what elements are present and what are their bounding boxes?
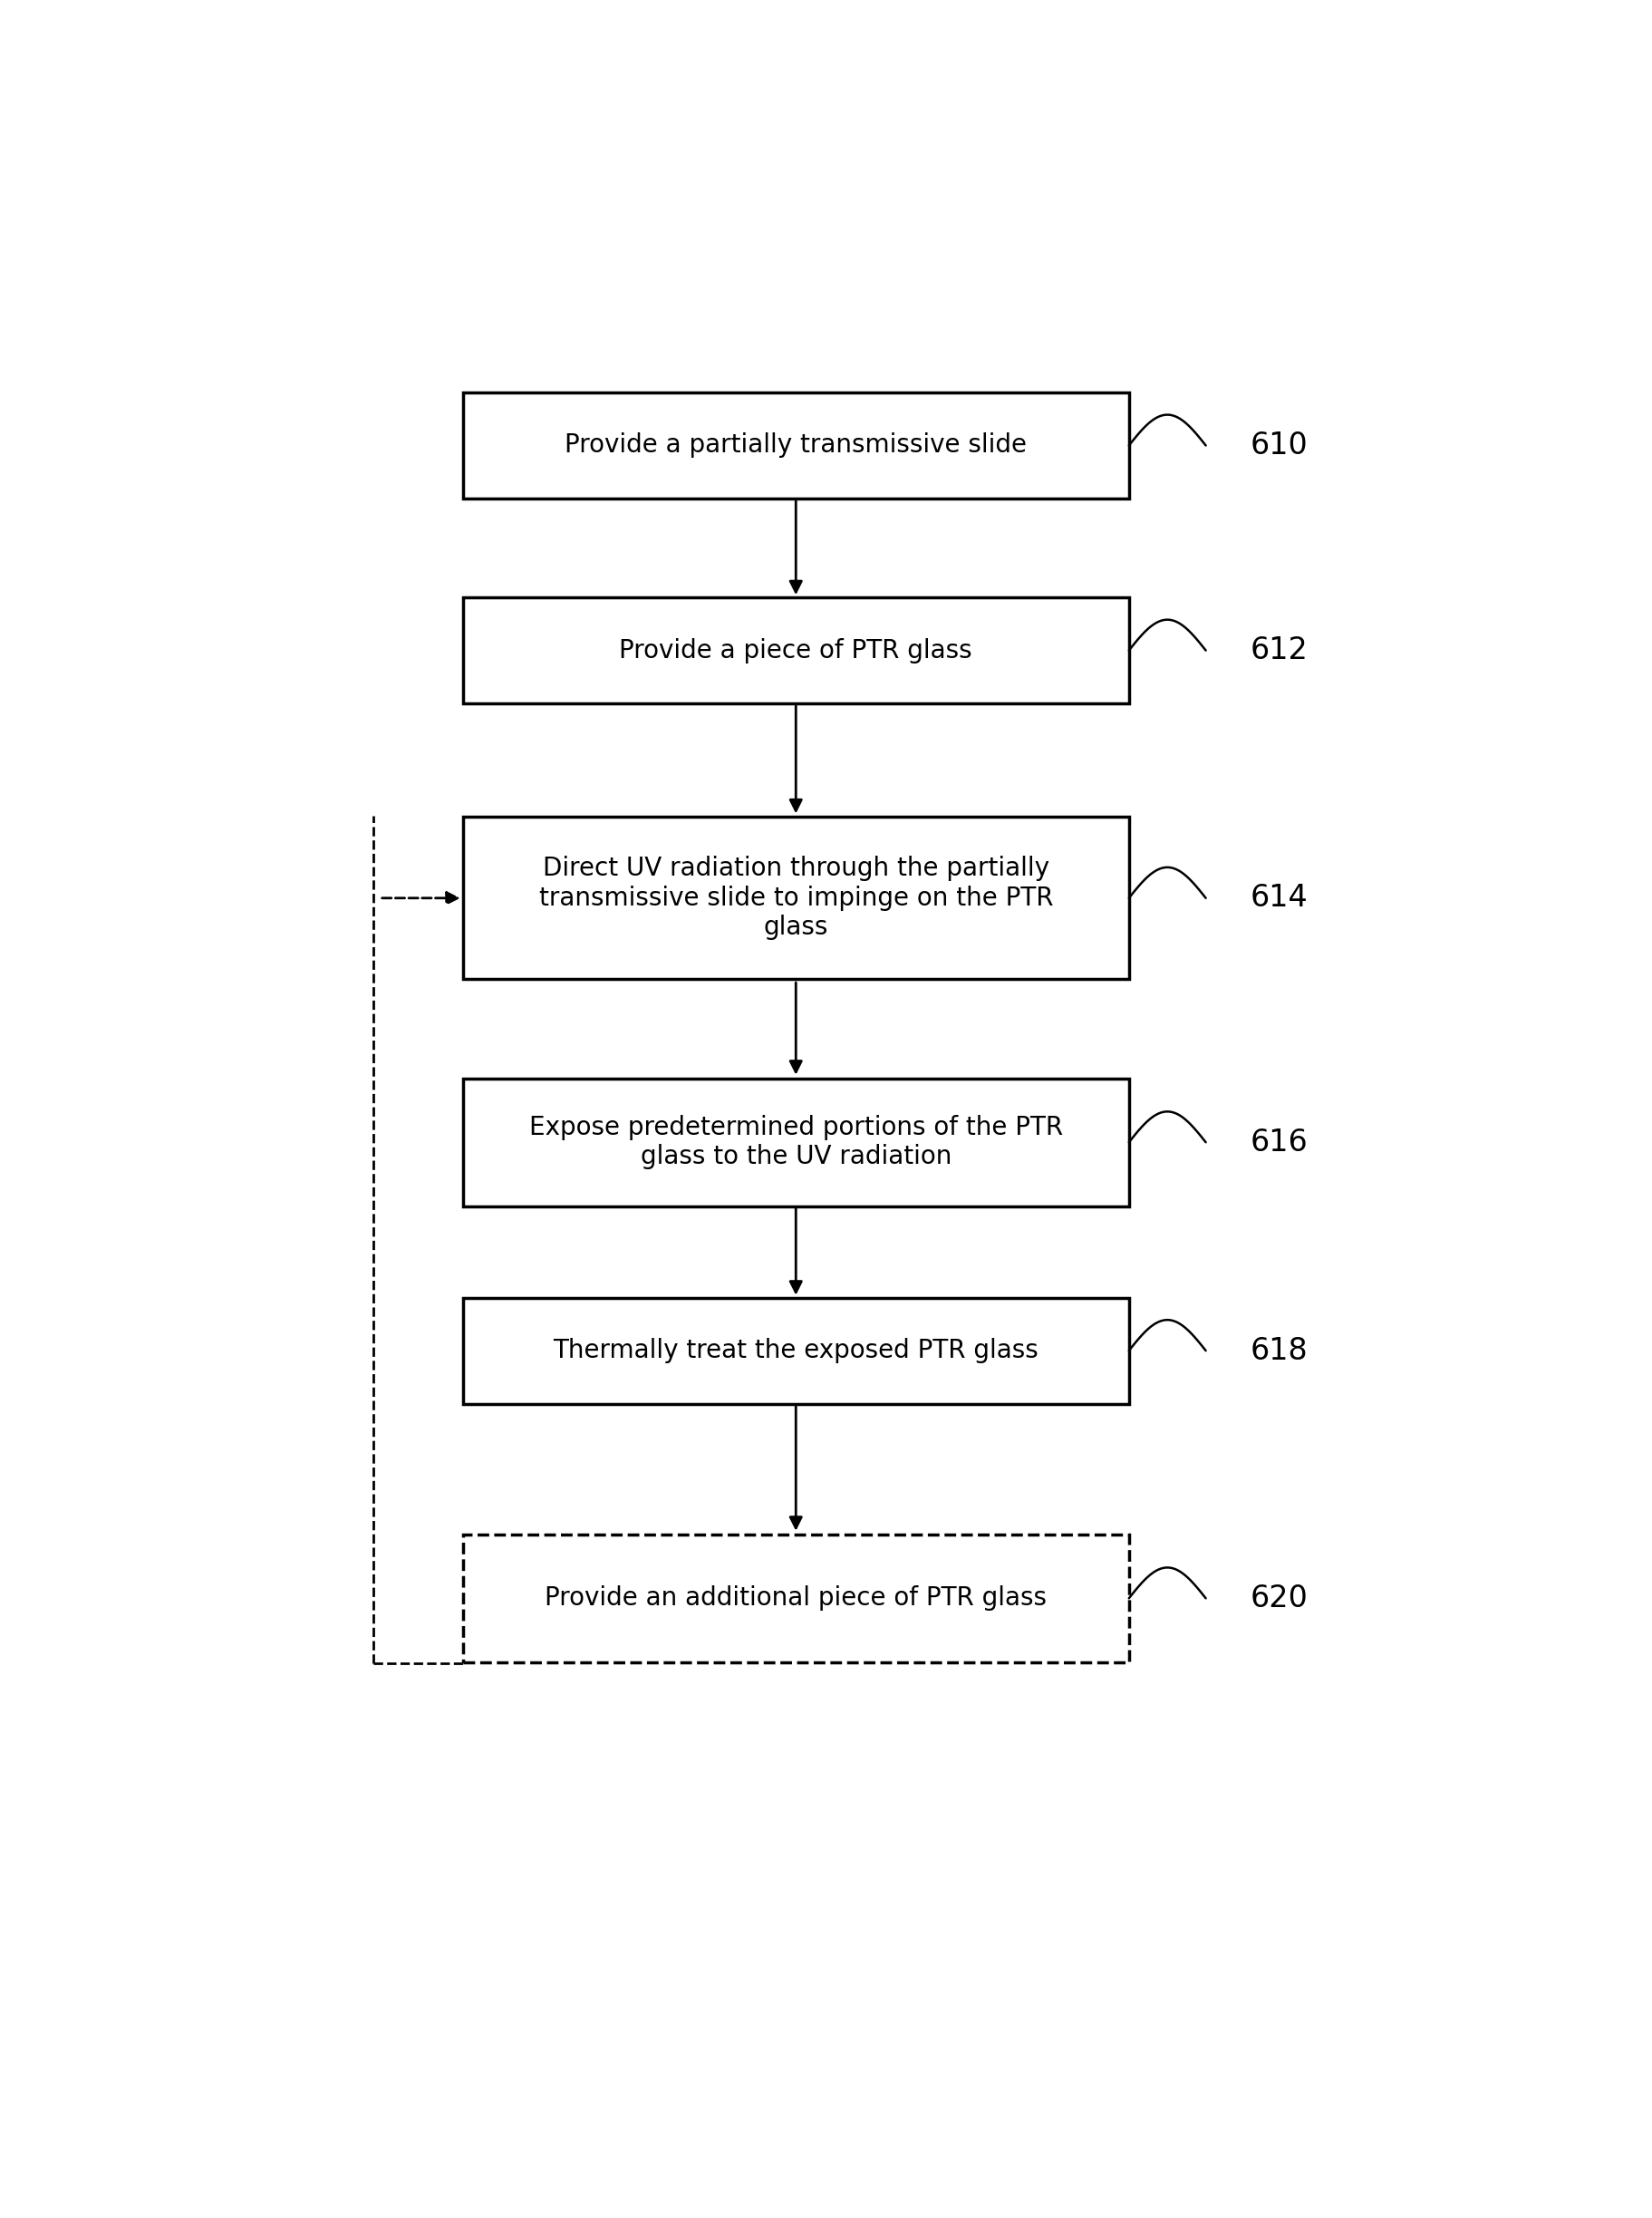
Text: Thermally treat the exposed PTR glass: Thermally treat the exposed PTR glass — [553, 1337, 1037, 1364]
FancyBboxPatch shape — [463, 816, 1128, 978]
Text: Provide a piece of PTR glass: Provide a piece of PTR glass — [620, 639, 971, 663]
Text: Expose predetermined portions of the PTR
glass to the UV radiation: Expose predetermined portions of the PTR… — [529, 1116, 1062, 1169]
FancyBboxPatch shape — [463, 393, 1128, 499]
Text: 612: 612 — [1251, 637, 1308, 665]
Text: Direct UV radiation through the partially
transmissive slide to impinge on the P: Direct UV radiation through the partiall… — [539, 856, 1052, 940]
Text: 614: 614 — [1251, 883, 1308, 914]
Text: 618: 618 — [1251, 1335, 1308, 1366]
FancyBboxPatch shape — [463, 1298, 1128, 1404]
Text: Provide a partially transmissive slide: Provide a partially transmissive slide — [565, 433, 1026, 459]
FancyBboxPatch shape — [463, 597, 1128, 703]
Text: 610: 610 — [1251, 430, 1308, 461]
Text: 620: 620 — [1251, 1584, 1308, 1612]
Text: 616: 616 — [1251, 1127, 1308, 1158]
FancyBboxPatch shape — [463, 1535, 1128, 1661]
FancyBboxPatch shape — [463, 1078, 1128, 1207]
Text: Provide an additional piece of PTR glass: Provide an additional piece of PTR glass — [545, 1586, 1046, 1610]
